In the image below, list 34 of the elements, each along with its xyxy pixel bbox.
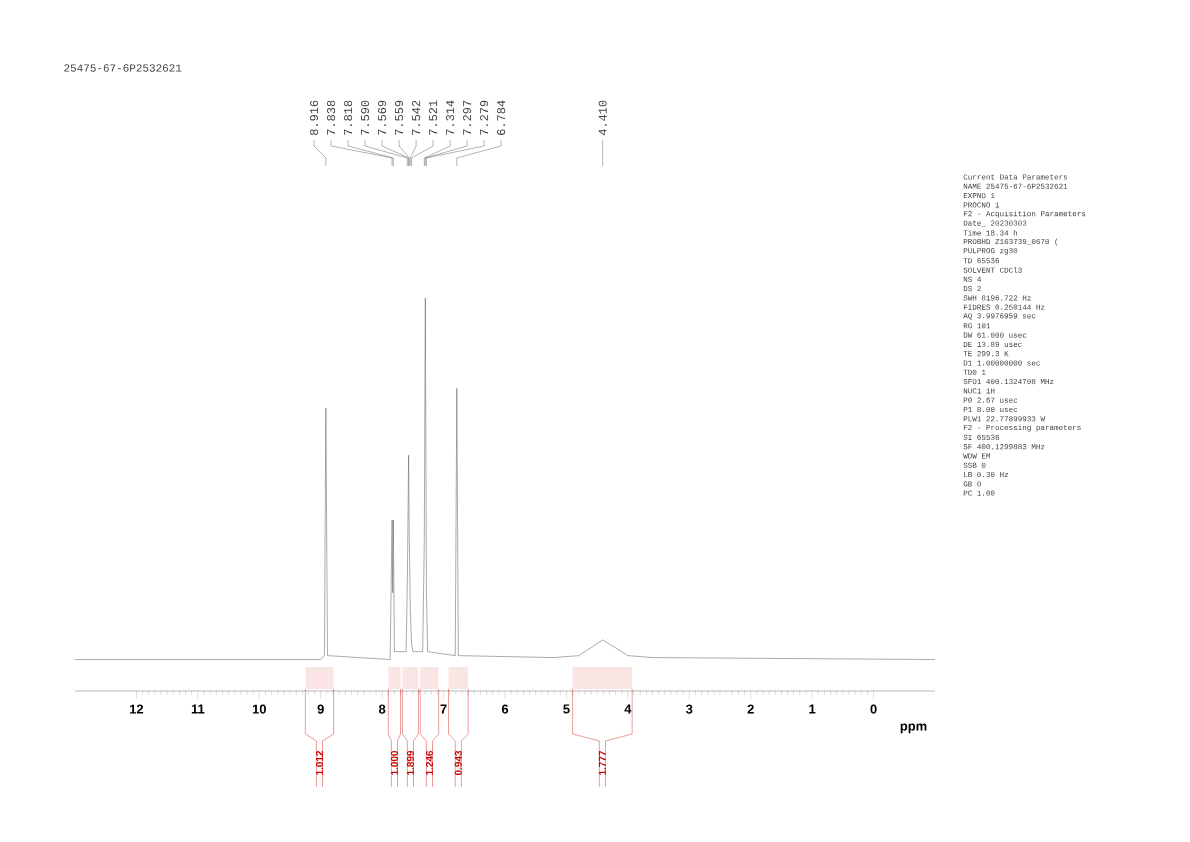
x-tick-label: 4	[624, 704, 632, 714]
x-tick-label: 8	[378, 704, 386, 714]
x-tick-label: 12	[130, 704, 144, 714]
x-tick-label: 1	[809, 704, 816, 714]
x-tick-label: 2	[747, 704, 754, 714]
annotation: 7.838	[327, 100, 336, 135]
annotation: 8.916	[310, 100, 319, 135]
band-label: 1.899	[406, 750, 414, 775]
x-tick-label: 5	[563, 704, 570, 714]
annotation: 7.569	[378, 100, 387, 135]
band-label: 1.000	[390, 750, 398, 775]
x-tick-label: 3	[685, 704, 693, 714]
x-tick-label: 0	[870, 704, 877, 714]
x-tick-label: 11	[191, 704, 205, 714]
x-tick-label: 7	[440, 704, 447, 714]
x-axis-title: ppm	[900, 723, 927, 734]
band-label: 0.943	[454, 750, 462, 776]
annotation: 7.818	[344, 100, 353, 135]
annotation: 7.521	[429, 100, 438, 135]
band-label: 1.246	[425, 750, 433, 775]
chart-title: 25475-67-6P2532621	[64, 64, 182, 72]
band-label: 1.777	[598, 750, 606, 775]
annotation: 7.314	[446, 100, 455, 135]
annotation: 6.784	[497, 100, 506, 135]
annotation: 7.279	[480, 100, 489, 135]
annotation: 7.590	[361, 100, 370, 135]
x-tick-label: 9	[317, 704, 324, 714]
annotation: 7.559	[395, 100, 404, 135]
annotation: 7.542	[412, 100, 421, 135]
x-tick-label: 6	[501, 704, 509, 714]
annotation: 4.410	[598, 100, 607, 136]
band-label: 1.012	[315, 750, 324, 775]
x-tick-label: 10	[252, 704, 266, 714]
annotation: 7.297	[463, 100, 472, 135]
